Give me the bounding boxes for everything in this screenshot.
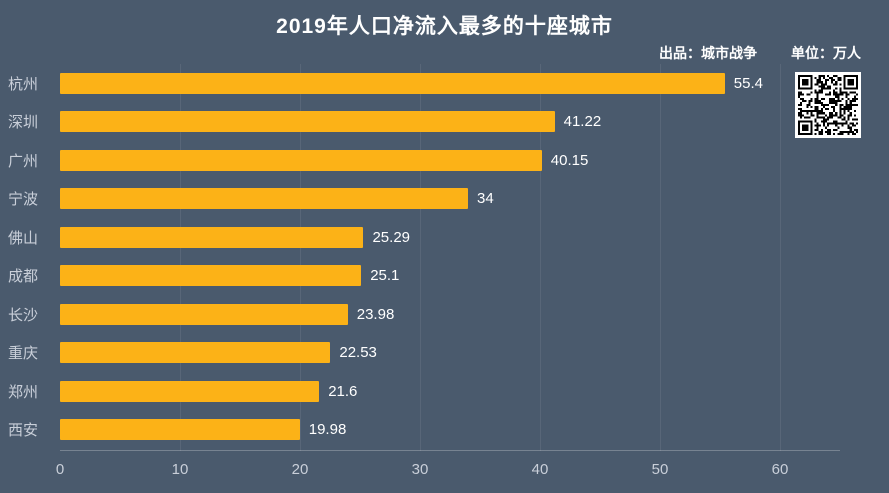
value-label: 23.98 xyxy=(356,305,395,323)
x-tick-label: 30 xyxy=(411,461,429,478)
value-label: 19.98 xyxy=(308,421,347,439)
value-label: 22.53 xyxy=(339,344,377,362)
bar-track: 21.6 xyxy=(60,380,840,402)
bar-track: 19.98 xyxy=(60,419,840,441)
bar xyxy=(60,419,300,441)
bar xyxy=(60,303,348,325)
qr-code xyxy=(795,72,861,138)
x-axis: 0 10 20 30 40 50 60 xyxy=(56,461,840,481)
x-tick-label: 60 xyxy=(771,461,789,478)
value-label: 41.22 xyxy=(563,113,602,131)
bar-row: 成都 25.1 xyxy=(0,264,840,288)
bar-row: 宁波 34 xyxy=(0,187,840,211)
bar xyxy=(60,380,320,402)
bar xyxy=(60,72,725,94)
category-label: 西安 xyxy=(8,422,39,440)
bar xyxy=(60,149,542,171)
category-label: 深圳 xyxy=(8,114,39,132)
bar-track: 41.22 xyxy=(60,111,840,133)
bar-row: 郑州 21.6 xyxy=(0,379,840,403)
category-label: 佛山 xyxy=(8,229,39,247)
x-tick-label: 20 xyxy=(291,461,309,478)
x-axis-line xyxy=(60,450,840,451)
bar-row: 佛山 25.29 xyxy=(0,225,840,249)
value-label: 55.4 xyxy=(733,74,763,92)
credits-line: 出品：城市战争 单位：万人 xyxy=(659,43,861,63)
bar xyxy=(60,342,331,364)
bar-track: 23.98 xyxy=(60,303,840,325)
category-label: 长沙 xyxy=(8,306,39,324)
credit-unit: 单位：万人 xyxy=(791,45,861,61)
value-label: 34 xyxy=(477,190,494,208)
x-tick-label: 40 xyxy=(531,461,549,478)
bar-rows: 杭州 55.4 深圳 41.22 广州 40.15 宁波 34 佛山 25.29 成都 25.1 长沙 2… xyxy=(0,64,840,449)
category-label: 广州 xyxy=(8,152,39,170)
bar-track: 55.4 xyxy=(60,72,840,94)
chart-title: 2019年人口净流入最多的十座城市 xyxy=(276,15,613,38)
category-label: 重庆 xyxy=(8,345,39,363)
bar xyxy=(60,111,555,133)
bar-track: 34 xyxy=(60,188,840,210)
x-tick-label: 0 xyxy=(55,461,65,478)
bar-row: 杭州 55.4 xyxy=(0,71,840,95)
x-tick-label: 10 xyxy=(171,461,189,478)
category-label: 郑州 xyxy=(8,383,39,401)
category-label: 成都 xyxy=(8,268,39,286)
bar xyxy=(60,265,362,287)
category-label: 杭州 xyxy=(8,75,39,93)
bar-track: 22.53 xyxy=(60,342,840,364)
category-label: 宁波 xyxy=(8,191,39,209)
value-label: 21.6 xyxy=(328,382,358,400)
bar-track: 25.1 xyxy=(60,265,840,287)
bar-row: 西安 19.98 xyxy=(0,418,840,442)
bar-row: 长沙 23.98 xyxy=(0,302,840,326)
value-label: 40.15 xyxy=(550,151,589,169)
qr-code-pattern xyxy=(798,75,858,135)
bar-row: 深圳 41.22 xyxy=(0,110,840,134)
bar-track: 25.29 xyxy=(60,226,840,248)
bar-row: 重庆 22.53 xyxy=(0,341,840,365)
x-tick-label: 50 xyxy=(651,461,669,478)
bar-track: 40.15 xyxy=(60,149,840,171)
credit-producer: 出品：城市战争 xyxy=(659,45,757,61)
bar-row: 广州 40.15 xyxy=(0,148,840,172)
value-label: 25.29 xyxy=(372,228,411,246)
bar xyxy=(60,226,364,248)
value-label: 25.1 xyxy=(370,267,400,285)
bar xyxy=(60,188,468,210)
